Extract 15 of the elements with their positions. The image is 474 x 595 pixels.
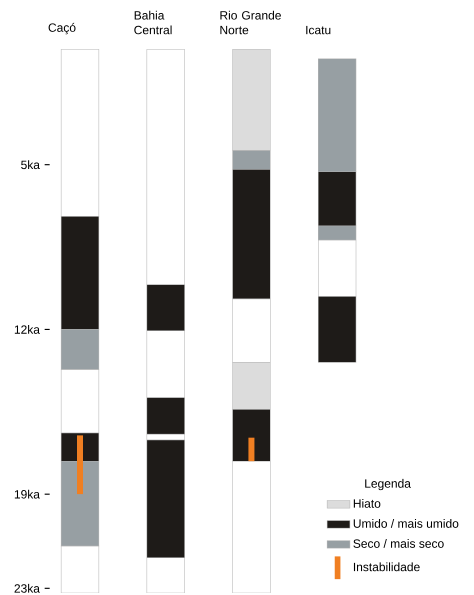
bar [77,435,84,494]
y-tick-label: 5ka [21,160,40,170]
y-tick-label: 12ka [14,325,40,334]
legend-label: Seco / mais seco [353,539,444,548]
bar [248,438,254,462]
legend-label: Umido / mais umido [354,518,458,528]
legend-label: Hiato [354,498,380,508]
x-tick-label: Caçó [48,22,76,34]
legend-title: Legenda [365,478,411,490]
x-tick-label: Icatu [306,26,330,34]
legend-label: Instabilidade [354,562,420,572]
y-tick-label: 19ka [14,490,40,499]
x-tick-label: Bahia Central [134,10,172,34]
y-tick-label: 23ka [14,584,40,593]
x-tick-label: Rio Grande Norte [220,10,281,34]
